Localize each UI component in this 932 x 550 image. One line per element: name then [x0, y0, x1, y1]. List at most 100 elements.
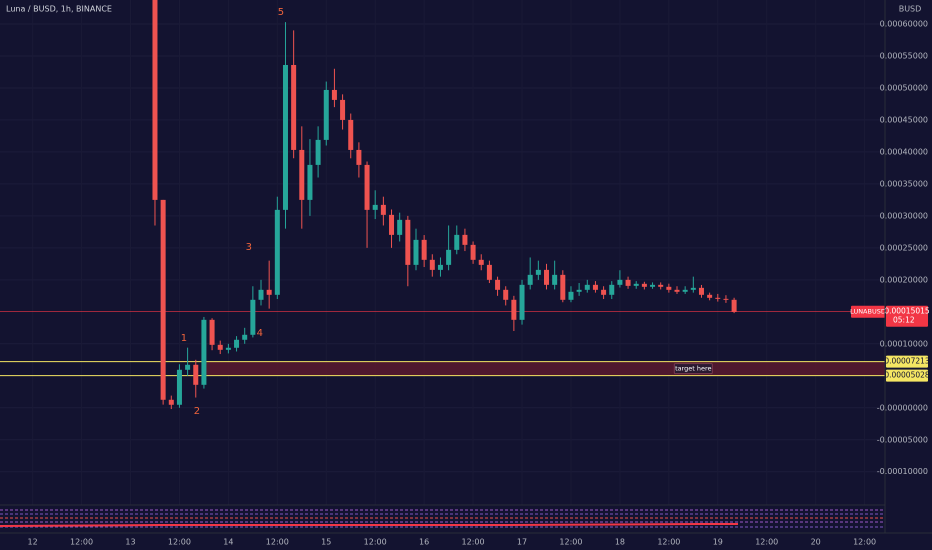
- last-price-tag: [886, 305, 928, 327]
- x-tick-label: 12:00: [266, 538, 289, 547]
- y-tick-label: -0.00000000: [877, 403, 928, 412]
- candle-body: [274, 209, 280, 295]
- wave-label: 2: [194, 406, 200, 417]
- wave-label: 3: [246, 242, 252, 253]
- y-tick-label: 0.00040000: [880, 147, 928, 156]
- x-tick-label: 16: [419, 538, 429, 547]
- candle-body: [217, 344, 223, 350]
- x-tick-label: 14: [223, 538, 233, 547]
- candle-body: [250, 299, 256, 335]
- candle-body: [650, 284, 656, 287]
- candle-body: [291, 64, 297, 150]
- candle-body: [511, 299, 517, 320]
- candle-body: [462, 234, 468, 245]
- grid: [0, 0, 885, 505]
- zone-tag: [673, 363, 713, 375]
- x-tick-label: 20: [811, 538, 821, 547]
- candle-body: [625, 279, 631, 286]
- indicator-pane: [0, 509, 885, 528]
- candle-body: [503, 289, 509, 300]
- candle-body: [437, 264, 443, 270]
- candle-body: [209, 319, 215, 345]
- candle-body: [731, 299, 737, 312]
- y-tick-label: 0.00010000: [880, 339, 928, 348]
- candle-body: [560, 274, 566, 300]
- candle-body: [519, 284, 525, 320]
- candle-body: [331, 89, 337, 100]
- candle-body: [592, 284, 598, 290]
- candle-body: [340, 99, 346, 120]
- x-tick-label: 12:00: [657, 538, 680, 547]
- candle-body: [201, 319, 207, 385]
- price-level-label: 0.00007213: [884, 357, 930, 366]
- candle-body: [421, 239, 427, 260]
- candle-body: [299, 149, 305, 200]
- x-tick-label: 15: [321, 538, 331, 547]
- last-price-label: 0.00015015: [884, 307, 930, 316]
- candle-body: [266, 289, 272, 295]
- x-tick-label: 12:00: [168, 538, 191, 547]
- candle-body: [315, 139, 321, 165]
- candle-body: [641, 283, 647, 287]
- x-tick-label: 19: [713, 538, 723, 547]
- candle-body: [576, 289, 582, 292]
- candle-body: [707, 294, 713, 298]
- candle-body: [682, 289, 688, 292]
- currency-label: BUSD: [899, 5, 922, 14]
- candle-body: [160, 199, 166, 400]
- candle-body: [609, 284, 615, 295]
- candle-body: [633, 283, 639, 286]
- y-tick-label: -0.00010000: [877, 467, 928, 476]
- candle-body: [674, 289, 680, 292]
- x-tick-label: 12:00: [559, 538, 582, 547]
- symbol-label: LUNABUSD: [850, 308, 886, 316]
- candle-body: [193, 364, 199, 385]
- candle-body: [152, 0, 158, 200]
- candle-body: [397, 219, 403, 235]
- candle-body: [617, 279, 623, 285]
- candle-body: [413, 239, 419, 265]
- candle-body: [454, 234, 460, 250]
- candle-body: [405, 219, 411, 265]
- x-tick-label: 12:00: [364, 538, 387, 547]
- wave-label: 5: [278, 7, 284, 18]
- x-tick-label: 12:00: [853, 538, 876, 547]
- candle-body: [535, 269, 541, 275]
- candle-body: [389, 214, 395, 235]
- symbol-tag: [851, 305, 885, 318]
- candle-body: [552, 274, 558, 285]
- candle-body: [348, 119, 354, 150]
- candle-body: [698, 287, 704, 295]
- plot-area: [0, 0, 885, 410]
- candle-body: [429, 259, 435, 270]
- candle-body: [176, 369, 182, 405]
- indicator-series: [0, 523, 738, 527]
- wave-label: 4: [257, 328, 263, 339]
- candle-body: [568, 291, 574, 300]
- candle-body: [723, 298, 729, 300]
- y-tick-label: 0.00060000: [880, 19, 928, 28]
- x-tick-label: 12:00: [70, 538, 93, 547]
- candle-body: [356, 149, 362, 165]
- candle-body: [307, 164, 313, 200]
- x-tick-label: 12:00: [755, 538, 778, 547]
- candle-body: [372, 204, 378, 210]
- candle-body: [380, 204, 386, 215]
- y-tick-label: -0.00005000: [877, 435, 928, 444]
- candle-body: [715, 297, 721, 299]
- price-level-tag: [886, 369, 928, 382]
- candle-body: [690, 287, 696, 290]
- x-tick-label: 17: [517, 538, 527, 547]
- candle-body: [225, 347, 231, 350]
- candle-body: [495, 279, 501, 290]
- x-tick-label: 18: [615, 538, 625, 547]
- chart-title: Luna / BUSD, 1h, BINANCE: [6, 5, 112, 14]
- target-zone: [203, 361, 885, 376]
- y-tick-label: 0.00045000: [880, 115, 928, 124]
- y-tick-label: 0.00025000: [880, 243, 928, 252]
- candle-body: [543, 269, 549, 285]
- wave-label: 1: [181, 333, 187, 344]
